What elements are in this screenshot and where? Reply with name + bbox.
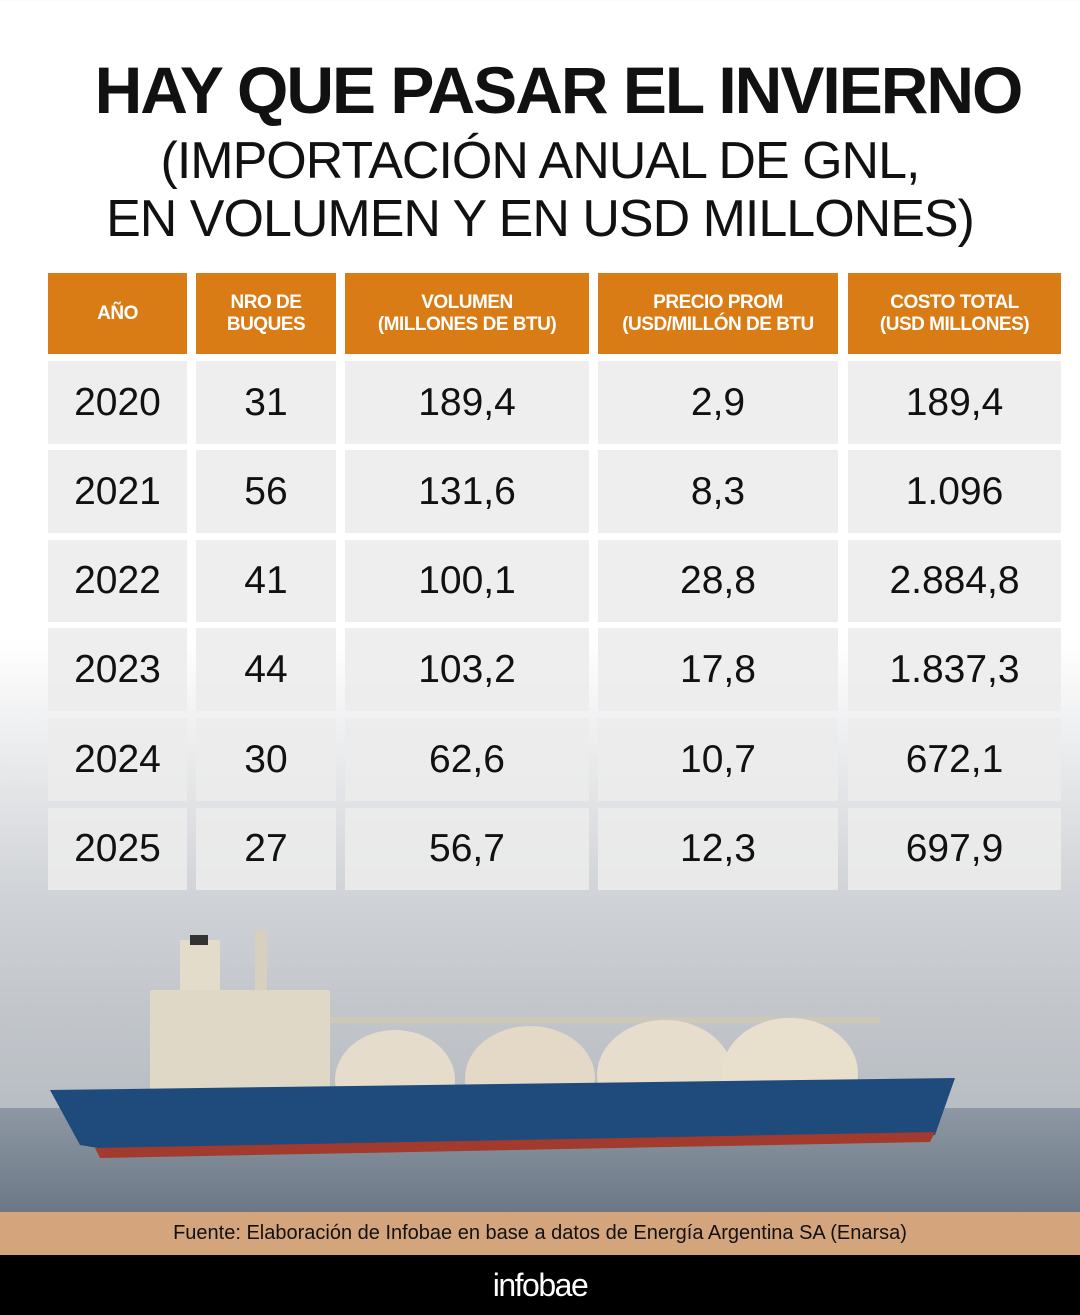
- cell-total-cost: 672,1: [848, 718, 1061, 801]
- lng-tanker-image: [50, 930, 955, 1158]
- cell-volume: 56,7: [345, 808, 589, 890]
- subtitle: (IMPORTACIÓN ANUAL DE GNL, EN VOLUMEN Y …: [0, 132, 1080, 248]
- cell-ships: 44: [196, 628, 336, 711]
- cell-year: 2021: [48, 450, 187, 533]
- subtitle-line-1: (IMPORTACIÓN ANUAL DE GNL,: [160, 132, 921, 190]
- cell-ships: 27: [196, 808, 336, 890]
- source-note: Fuente: Elaboración de Infobae en base a…: [0, 1212, 1080, 1255]
- column-header-price: PRECIO PROM (USD/MILLÓN DE BTU: [598, 273, 838, 354]
- cell-total-cost: 1.837,3: [848, 628, 1061, 711]
- cell-volume: 189,4: [345, 361, 589, 444]
- cell-ships: 30: [196, 718, 336, 801]
- cell-total-cost: 2.884,8: [848, 540, 1061, 622]
- cell-price: 8,3: [598, 450, 838, 533]
- cell-total-cost: 1.096: [848, 450, 1061, 533]
- cell-volume: 131,6: [345, 450, 589, 533]
- subtitle-line-2: EN VOLUMEN Y EN USD MILLONES): [106, 190, 975, 248]
- cell-year: 2025: [48, 808, 187, 890]
- cell-price: 28,8: [598, 540, 838, 622]
- cell-year: 2023: [48, 628, 187, 711]
- cell-price: 12,3: [598, 808, 838, 890]
- column-header-year: AÑO: [48, 273, 187, 354]
- cell-volume: 62,6: [345, 718, 589, 801]
- cell-volume: 100,1: [345, 540, 589, 622]
- cell-ships: 56: [196, 450, 336, 533]
- cell-year: 2020: [48, 361, 187, 444]
- footer-bar: infobae: [0, 1255, 1080, 1315]
- cell-year: 2022: [48, 540, 187, 622]
- cell-price: 17,8: [598, 628, 838, 711]
- cell-ships: 31: [196, 361, 336, 444]
- column-header-ships: NRO DE BUQUES: [196, 273, 336, 354]
- cell-year: 2024: [48, 718, 187, 801]
- column-header-total-cost: COSTO TOTAL (USD MILLONES): [848, 273, 1061, 354]
- infobae-logo: infobae: [492, 1266, 589, 1303]
- cell-price: 10,7: [598, 718, 838, 801]
- cell-ships: 41: [196, 540, 336, 622]
- cell-price: 2,9: [598, 361, 838, 444]
- cell-total-cost: 697,9: [848, 808, 1061, 890]
- page-title: HAY QUE PASAR EL INVIERNO: [94, 53, 1024, 127]
- cell-volume: 103,2: [345, 628, 589, 711]
- cell-total-cost: 189,4: [848, 361, 1061, 444]
- column-header-volume: VOLUMEN (MILLONES DE BTU): [345, 273, 589, 354]
